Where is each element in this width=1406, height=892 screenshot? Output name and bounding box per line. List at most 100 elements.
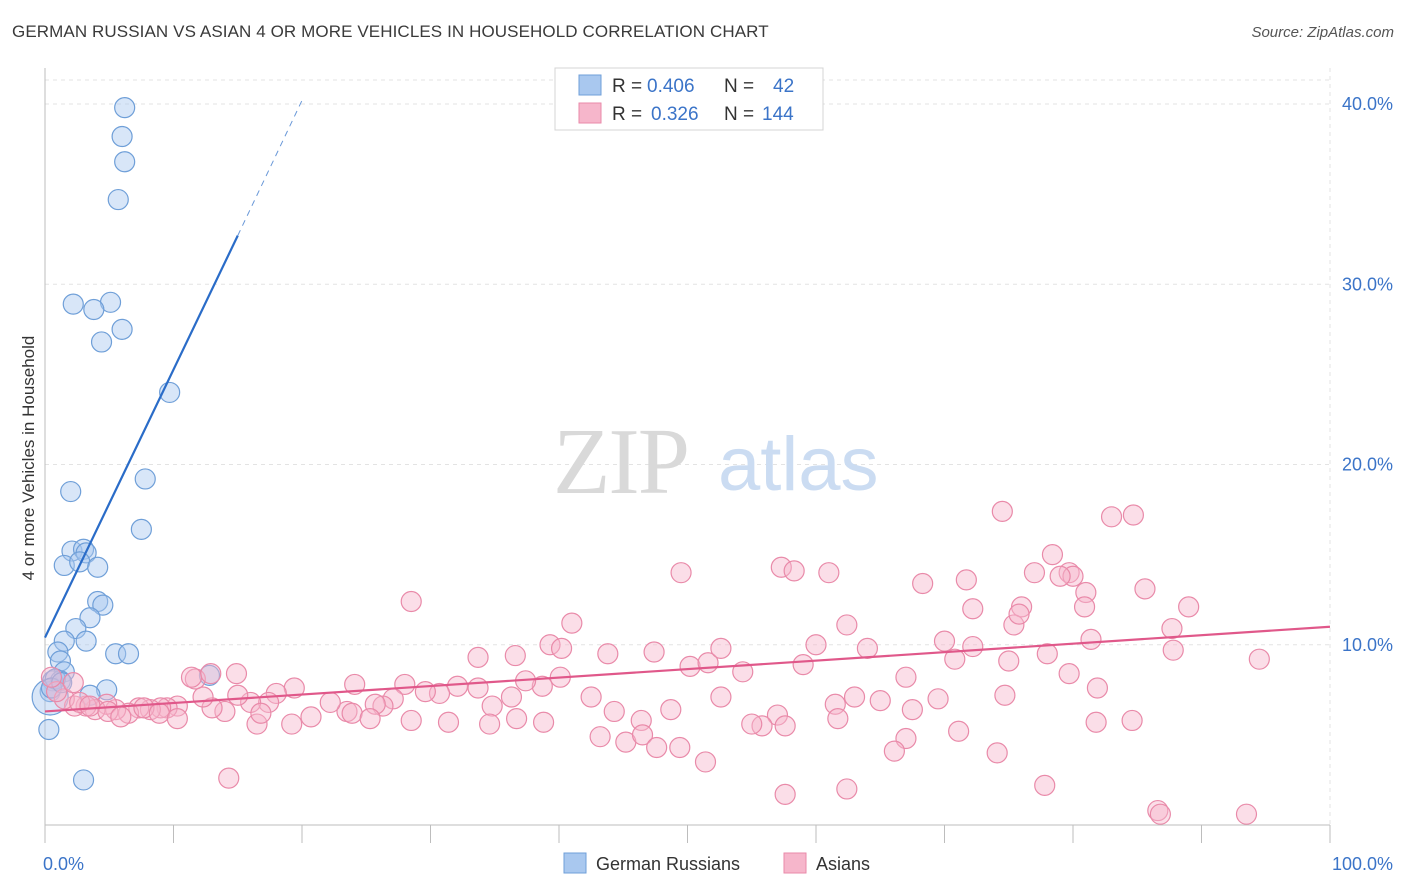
asians-point (1161, 617, 1183, 640)
german-russians-point (114, 151, 136, 173)
asians-point (218, 767, 240, 789)
asians-point (679, 655, 701, 677)
watermark-zip: ZIP (553, 410, 688, 514)
german-russians-point (130, 518, 152, 541)
y-tick-label: 20.0% (1342, 455, 1393, 475)
asians-point (281, 713, 303, 735)
watermark-atlas: atlas (718, 422, 879, 507)
asians-point (505, 708, 528, 730)
asians-point (818, 562, 840, 584)
asians-point (532, 711, 555, 733)
asians-point (166, 708, 188, 730)
german-russians-point (38, 718, 60, 741)
asians-point (944, 648, 966, 670)
legend-r-label-2: R = (612, 104, 642, 125)
correlation-legend: R = 0.406 N = 42 R = 0.326 N = 144 (554, 67, 824, 131)
asians-point (1003, 614, 1025, 636)
y-tick-label: 30.0% (1342, 274, 1393, 294)
asians-point (741, 713, 763, 735)
asians-point (1178, 596, 1200, 618)
asians-point (1121, 709, 1143, 732)
bottom-legend-label-german-russians: German Russians (596, 854, 740, 874)
asians-point (79, 695, 101, 717)
german-russians-point (134, 468, 156, 490)
asians-point (1134, 578, 1156, 600)
german-russians-points (31, 97, 221, 791)
y-tick-label: 10.0% (1342, 635, 1393, 655)
asians-point (201, 697, 223, 719)
asians-point (646, 736, 668, 759)
asians-point (531, 675, 553, 697)
source-label: Source: ZipAtlas.com (1251, 24, 1394, 41)
german-russians-point (114, 97, 136, 119)
y-tick-label: 40.0% (1342, 94, 1393, 114)
asians-point (344, 673, 366, 696)
asians-point (437, 711, 460, 733)
asians-point (250, 702, 272, 724)
asians-point (1080, 628, 1102, 650)
asians-point (869, 690, 891, 712)
asians-point (766, 704, 789, 726)
asians-point (446, 675, 469, 697)
asians-point (550, 637, 573, 659)
asians-point (1049, 565, 1071, 587)
asians-point (319, 691, 341, 714)
asians-point (1008, 603, 1030, 625)
asians-point (1023, 562, 1046, 584)
legend-swatch-pink (578, 102, 602, 124)
y-axis-title: 4 or more Vehicles in Household (19, 336, 38, 581)
asians-point (589, 726, 611, 748)
asians-point (1073, 596, 1096, 618)
asians-point (670, 562, 692, 584)
asians-point (467, 646, 489, 668)
asians-point (774, 783, 796, 805)
asians-point (669, 736, 691, 759)
asians-point (1162, 639, 1184, 661)
legend-n-label-1: N = (724, 76, 754, 97)
german-russians-point (198, 664, 221, 687)
asians-point (643, 641, 665, 663)
german-russians-point (107, 188, 129, 211)
asians-point (227, 684, 249, 706)
asians-point (481, 695, 503, 717)
asians-point (603, 700, 625, 723)
asians-point (1235, 803, 1258, 825)
asians-point (110, 706, 132, 728)
asians-point (504, 644, 526, 667)
asians-point (827, 708, 849, 730)
chart-title: GERMAN RUSSIAN VS ASIAN 4 OR MORE VEHICL… (12, 22, 769, 41)
german-russians-point (69, 551, 91, 573)
asians-point (1036, 643, 1058, 665)
y-tick-labels: 10.0% 20.0% 30.0% 40.0% (1342, 94, 1393, 655)
asians-point (1058, 662, 1080, 685)
asians-point (843, 686, 866, 708)
asians-point (200, 662, 222, 685)
asians-point (62, 672, 84, 694)
x-tick-labels: 0.0% 100.0% (43, 854, 1393, 874)
asians-point (1147, 799, 1169, 822)
asians-point (962, 635, 984, 658)
x-tick-label: 100.0% (1332, 854, 1393, 874)
asians-point (1248, 648, 1270, 670)
asians-point (1085, 711, 1107, 733)
german-russians-point (72, 769, 95, 791)
bottom-legend-swatch-blue (563, 852, 587, 874)
german-russians-point (60, 480, 82, 503)
asians-point (1149, 803, 1171, 825)
asians-point (400, 590, 422, 613)
german-russians-point (96, 679, 118, 701)
asians-point (359, 708, 381, 730)
asians-point (1100, 506, 1123, 528)
german-russians-point (79, 607, 101, 629)
asians-point (998, 650, 1020, 672)
german-russians-point (75, 630, 97, 652)
asians-point (948, 720, 970, 742)
asians-point (836, 614, 858, 636)
asians-point (770, 556, 792, 578)
asians-point (500, 686, 523, 708)
bottom-legend-label-asians: Asians (816, 854, 870, 874)
asians-point (856, 637, 879, 659)
asians-point (148, 702, 170, 724)
asians-point (180, 666, 203, 688)
